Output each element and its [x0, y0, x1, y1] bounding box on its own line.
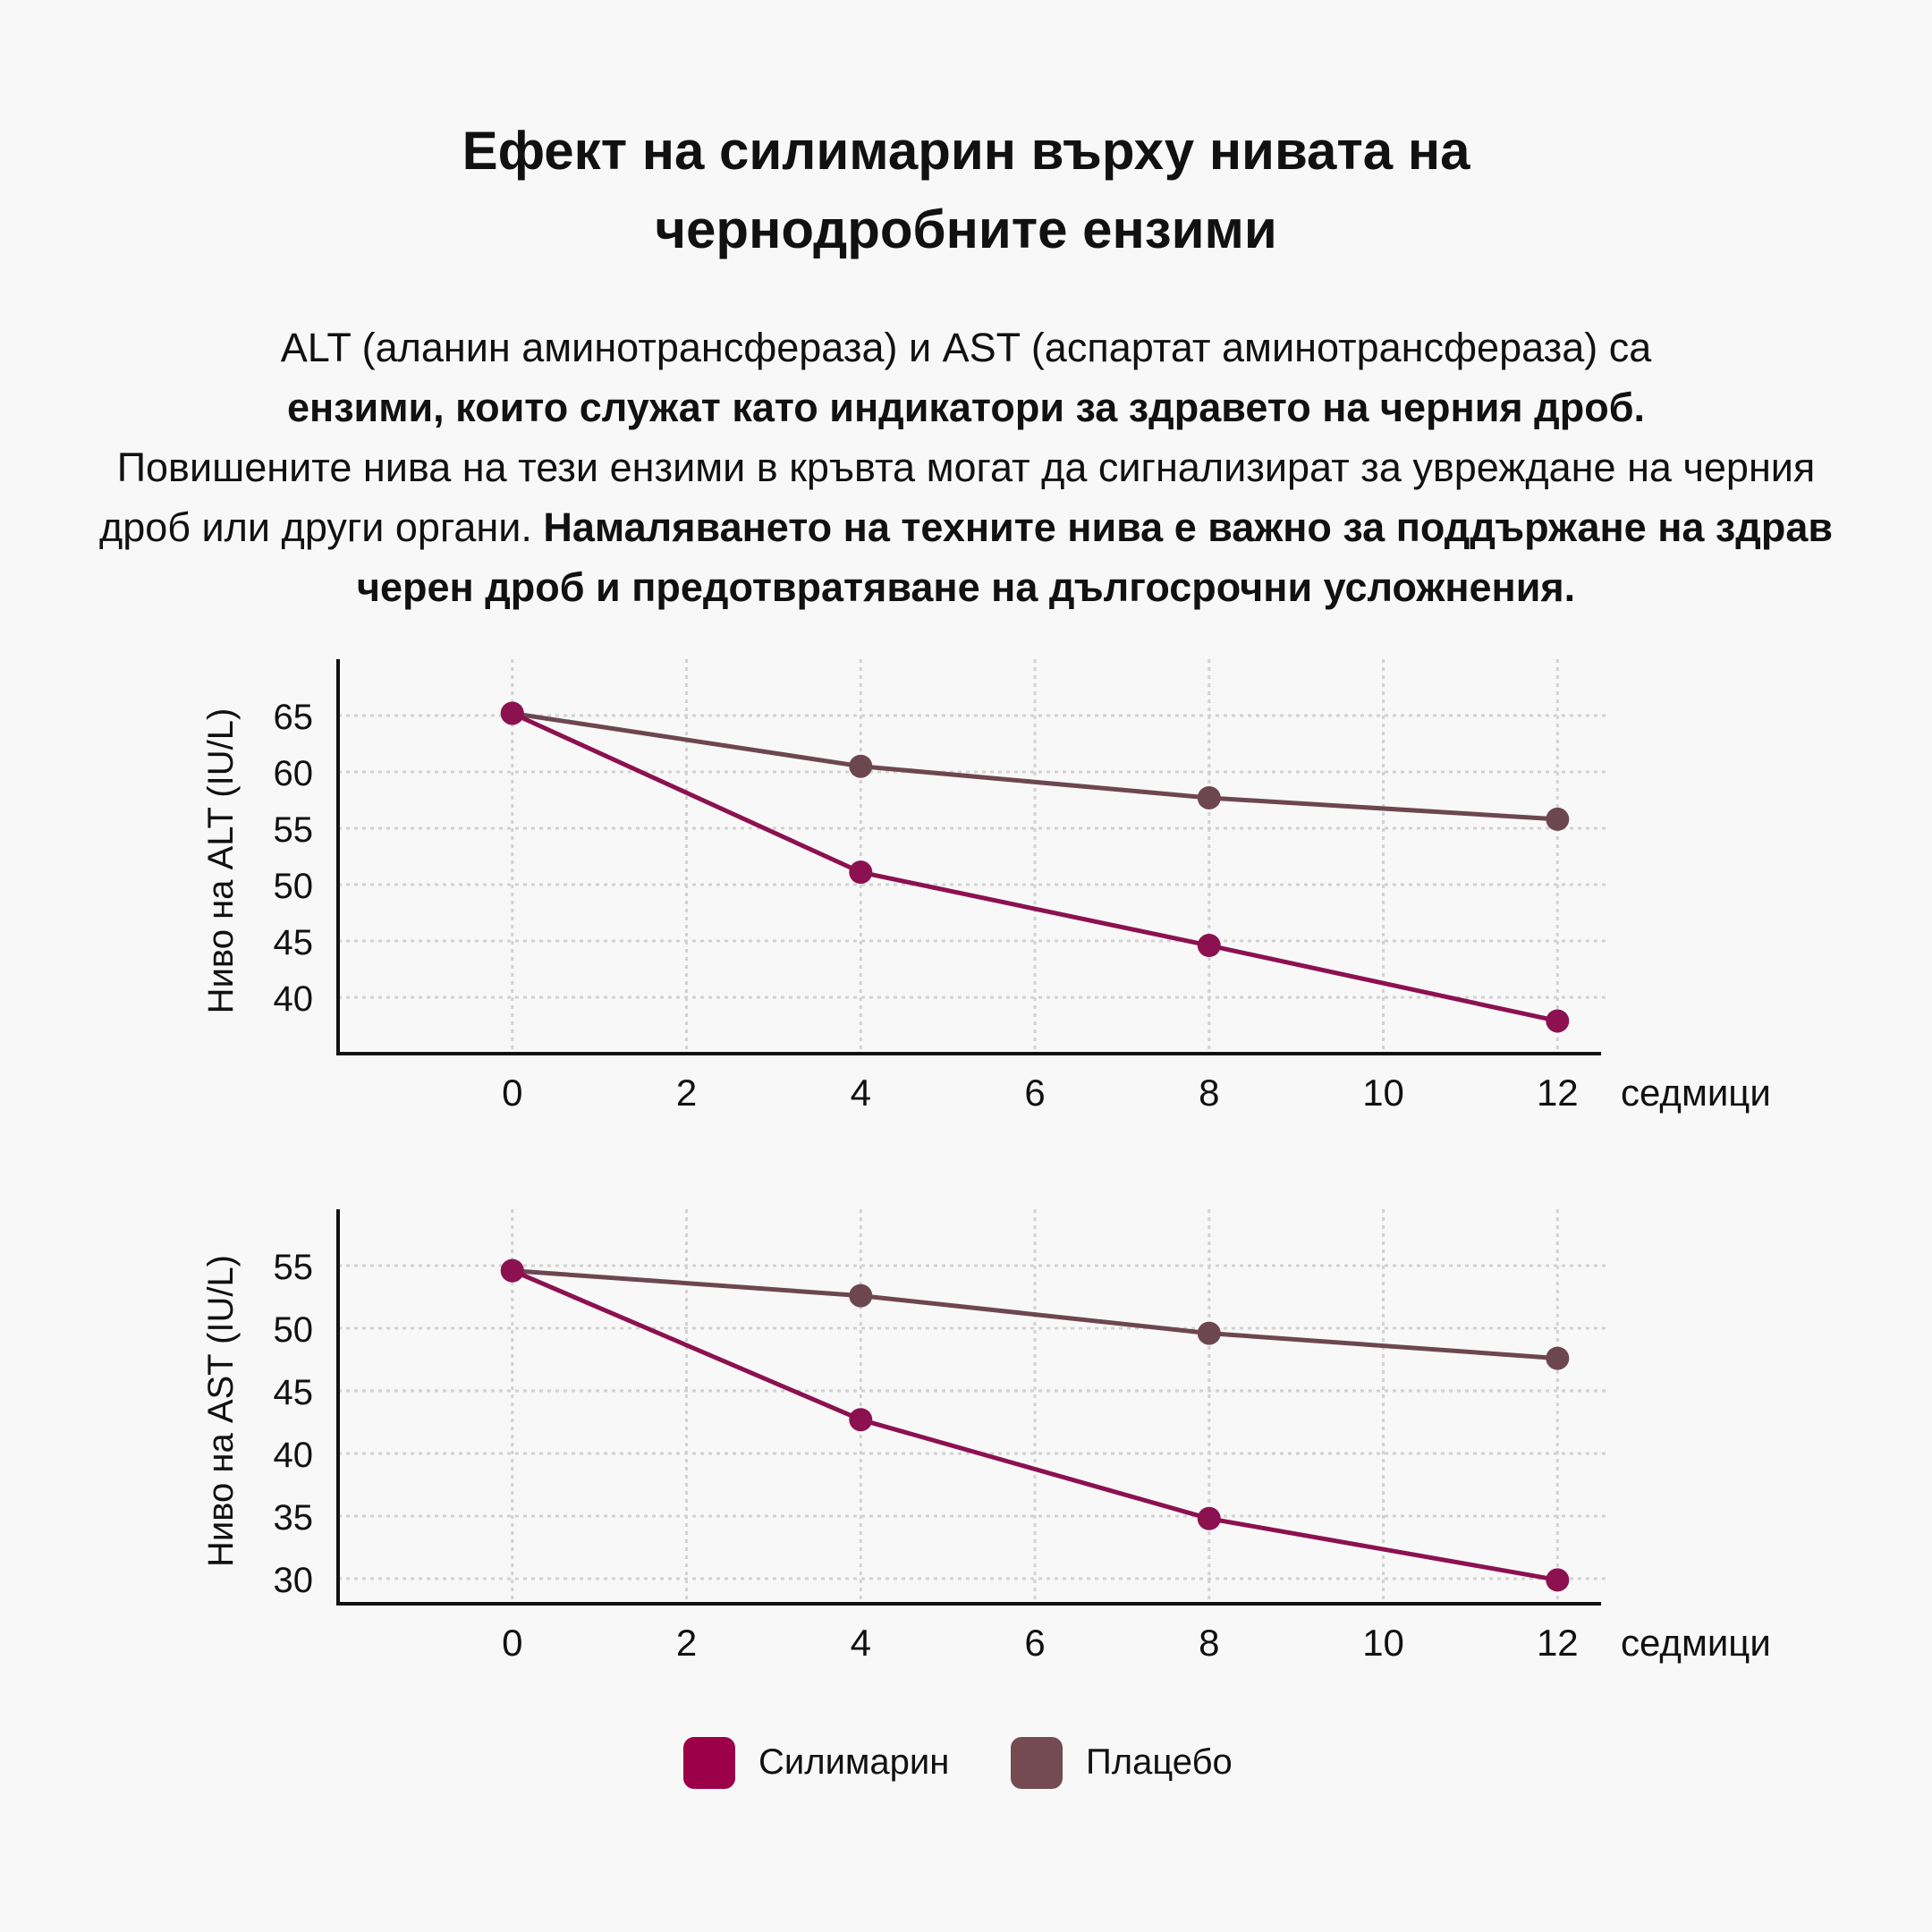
chart2-y-tick-35: 35 [274, 1498, 314, 1538]
chart2-x-tick-12: 12 [1537, 1622, 1579, 1664]
chart2-x-tick-4: 4 [851, 1622, 871, 1664]
chart1-x-tick-6: 6 [1024, 1072, 1045, 1114]
chart2-silymarin-point-8 [1197, 1506, 1221, 1530]
alt-line-chart: 0 2 4 6 8 10 12 40 45 50 55 60 65 седмици Ниво на ALT … [201, 659, 1771, 1114]
chart2-x-tick-0: 0 [502, 1622, 522, 1664]
legend-label-silymarin: Силимарин [758, 1742, 950, 1782]
chart1-y-tick-40: 40 [274, 979, 314, 1019]
chart2-placebo-point-4 [849, 1284, 873, 1308]
chart2-x-tick-6: 6 [1024, 1622, 1045, 1664]
chart2-x-tick-2: 2 [676, 1622, 697, 1664]
chart2-silymarin-line [511, 1268, 1558, 1582]
chart2-x-tick-10: 10 [1362, 1622, 1404, 1664]
chart1-placebo-point-4 [849, 754, 873, 778]
chart1-silymarin-point-0 [500, 701, 524, 725]
page-title: Ефект на силимарин върху нивата на черно… [0, 112, 1932, 269]
chart1-placebo-line [512, 711, 1558, 822]
chart2-y-axis-label: Ниво на AST (IU/L) [201, 1255, 241, 1567]
chart1-x-tick-0: 0 [502, 1072, 522, 1114]
chart2-y-tick-55: 55 [274, 1248, 314, 1287]
chart2-silymarin-point-0 [500, 1258, 524, 1283]
silymarin-swatch [683, 1737, 735, 1789]
legend-label-placebo: Плацебо [1086, 1742, 1233, 1782]
chart2-placebo-line [512, 1268, 1558, 1361]
title-line-1: Ефект на силимарин върху нивата на [462, 121, 1470, 181]
chart-legend: Силимарин Плацебо [0, 1731, 1932, 1802]
placebo-swatch [1011, 1737, 1063, 1789]
intro-text-3: Повишените нива на тези ензими в кръвта … [98, 445, 1816, 550]
chart1-silymarin-line [511, 711, 1558, 1023]
chart2-x-axis-label: седмици [1621, 1622, 1771, 1664]
intro-paragraph: ALT (аланин аминотрансфераза) и AST (асп… [98, 318, 1834, 617]
intro-text-4-bold: Намаляването на техните нива е важно за … [356, 504, 1834, 610]
chart1-x-tick-12: 12 [1537, 1072, 1579, 1114]
chart1-placebo-point-8 [1197, 785, 1221, 809]
chart2-y-tick-45: 45 [274, 1373, 314, 1412]
chart1-placebo-point-12 [1546, 807, 1570, 831]
title-line-2: чернодробните ензими [655, 199, 1277, 259]
chart2-placebo-point-8 [1197, 1321, 1221, 1345]
chart1-silymarin-point-8 [1197, 934, 1221, 958]
chart1-y-tick-60: 60 [274, 754, 314, 793]
chart2-silymarin-point-4 [849, 1408, 873, 1432]
chart1-y-tick-65: 65 [274, 698, 314, 737]
ast-line-chart: 0 2 4 6 8 10 12 30 35 40 45 50 55 седмици Ниво на AST … [201, 1209, 1771, 1664]
chart1-x-tick-10: 10 [1362, 1072, 1404, 1114]
chart1-silymarin-point-4 [849, 860, 873, 885]
intro-text-2-bold: ензими, които служат като индикатори за … [286, 385, 1645, 430]
chart1-silymarin-point-12 [1546, 1009, 1570, 1033]
chart1-y-tick-55: 55 [274, 810, 314, 850]
chart1-y-tick-50: 50 [274, 867, 314, 906]
chart2-x-tick-8: 8 [1199, 1622, 1219, 1664]
chart2-placebo-point-12 [1546, 1346, 1570, 1370]
chart1-x-axis-label: седмици [1621, 1072, 1771, 1114]
chart1-x-tick-4: 4 [851, 1072, 871, 1114]
chart1-y-axis-label: Ниво на ALT (IU/L) [201, 708, 241, 1014]
chart1-x-tick-2: 2 [676, 1072, 697, 1114]
intro-text-1: ALT (аланин аминотрансфераза) и AST (асп… [280, 325, 1652, 370]
chart2-y-tick-40: 40 [274, 1436, 314, 1475]
chart1-x-tick-8: 8 [1199, 1072, 1219, 1114]
chart2-silymarin-point-12 [1546, 1568, 1570, 1592]
chart2-y-tick-50: 50 [274, 1310, 314, 1350]
chart1-y-tick-45: 45 [274, 923, 314, 962]
chart2-y-tick-30: 30 [274, 1561, 314, 1600]
